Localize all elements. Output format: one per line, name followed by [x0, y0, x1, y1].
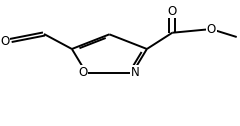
Text: O: O	[0, 35, 9, 48]
Text: O: O	[168, 5, 177, 18]
Text: O: O	[206, 23, 216, 36]
Text: O: O	[78, 66, 87, 79]
Text: N: N	[131, 66, 140, 79]
